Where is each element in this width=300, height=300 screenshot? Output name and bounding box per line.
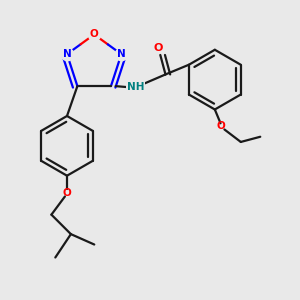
Text: O: O [153,44,162,53]
Text: O: O [63,188,71,198]
Text: O: O [90,29,98,40]
Text: O: O [217,122,226,131]
Text: NH: NH [127,82,144,92]
Text: N: N [117,49,126,59]
Text: N: N [63,49,71,59]
